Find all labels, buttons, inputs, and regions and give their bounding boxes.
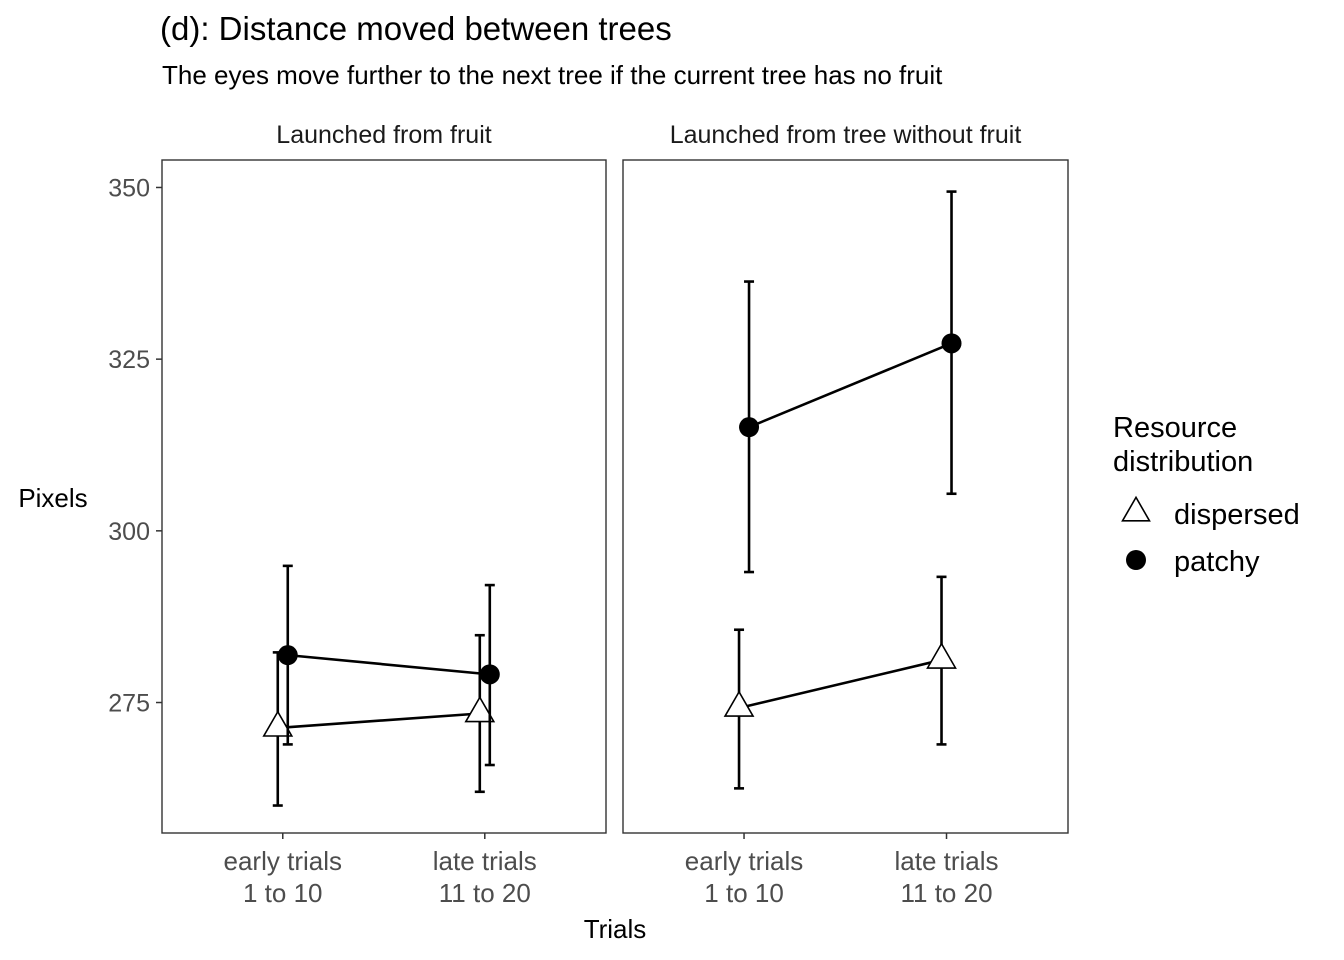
y-tick-label: 300 [108, 518, 150, 546]
data-point-triangle [926, 642, 957, 669]
y-tick-label: 350 [108, 174, 150, 202]
chart-subtitle: The eyes move further to the next tree i… [162, 60, 943, 90]
legend-key-triangle [1121, 495, 1151, 522]
x-axis-title: Trials [584, 914, 647, 944]
data-point-triangle [464, 695, 496, 723]
panels: 275 300 325 350 Launched from fruit early tri… [108, 121, 1069, 908]
series-dispersed [262, 633, 496, 807]
series-line [738, 658, 942, 710]
y-tick-label: 275 [108, 690, 150, 718]
series-line [277, 712, 480, 730]
x-tick-label: 11 to 20 [900, 878, 992, 908]
legend-key-circle [1126, 550, 1146, 570]
x-tick-label: late trials [894, 846, 998, 876]
x-tick-label: 1 to 10 [243, 878, 323, 908]
y-axis-title: Pixels [18, 483, 87, 513]
x-tick-label: early trials [685, 846, 803, 876]
y-axis: 275 300 325 350 [108, 174, 162, 718]
legend-label: patchy [1174, 546, 1260, 578]
x-tick-label: 11 to 20 [439, 878, 531, 908]
series-line [748, 342, 953, 429]
series-patchy [739, 190, 962, 574]
series-dispersed [723, 575, 957, 790]
panel-2: Launched from tree without fruit early tr… [622, 121, 1069, 908]
data-point-circle [941, 333, 962, 354]
data-point-triangle [262, 710, 294, 737]
panel-border [161, 159, 607, 834]
y-tick-label: 325 [108, 346, 150, 374]
legend-item-dispersed: dispersed [1121, 495, 1300, 531]
legend-title: Resource [1113, 412, 1237, 444]
chart-title: (d): Distance moved between trees [160, 10, 672, 47]
legend-label: dispersed [1174, 499, 1300, 531]
data-point-circle [277, 645, 298, 666]
series-patchy [277, 564, 500, 767]
panel-border [622, 159, 1069, 834]
legend-item-patchy: patchy [1126, 546, 1260, 578]
x-tick-label: 1 to 10 [704, 878, 784, 908]
panel-strip-label: Launched from tree without fruit [670, 121, 1022, 149]
data-point-circle [479, 664, 500, 685]
data-point-triangle [723, 690, 755, 717]
legend-title: distribution [1113, 446, 1253, 478]
x-tick-label: early trials [224, 846, 342, 876]
data-point-circle [739, 417, 760, 438]
panel-strip-label: Launched from fruit [276, 121, 491, 149]
series-line [287, 653, 490, 676]
x-tick-label: late trials [433, 846, 537, 876]
